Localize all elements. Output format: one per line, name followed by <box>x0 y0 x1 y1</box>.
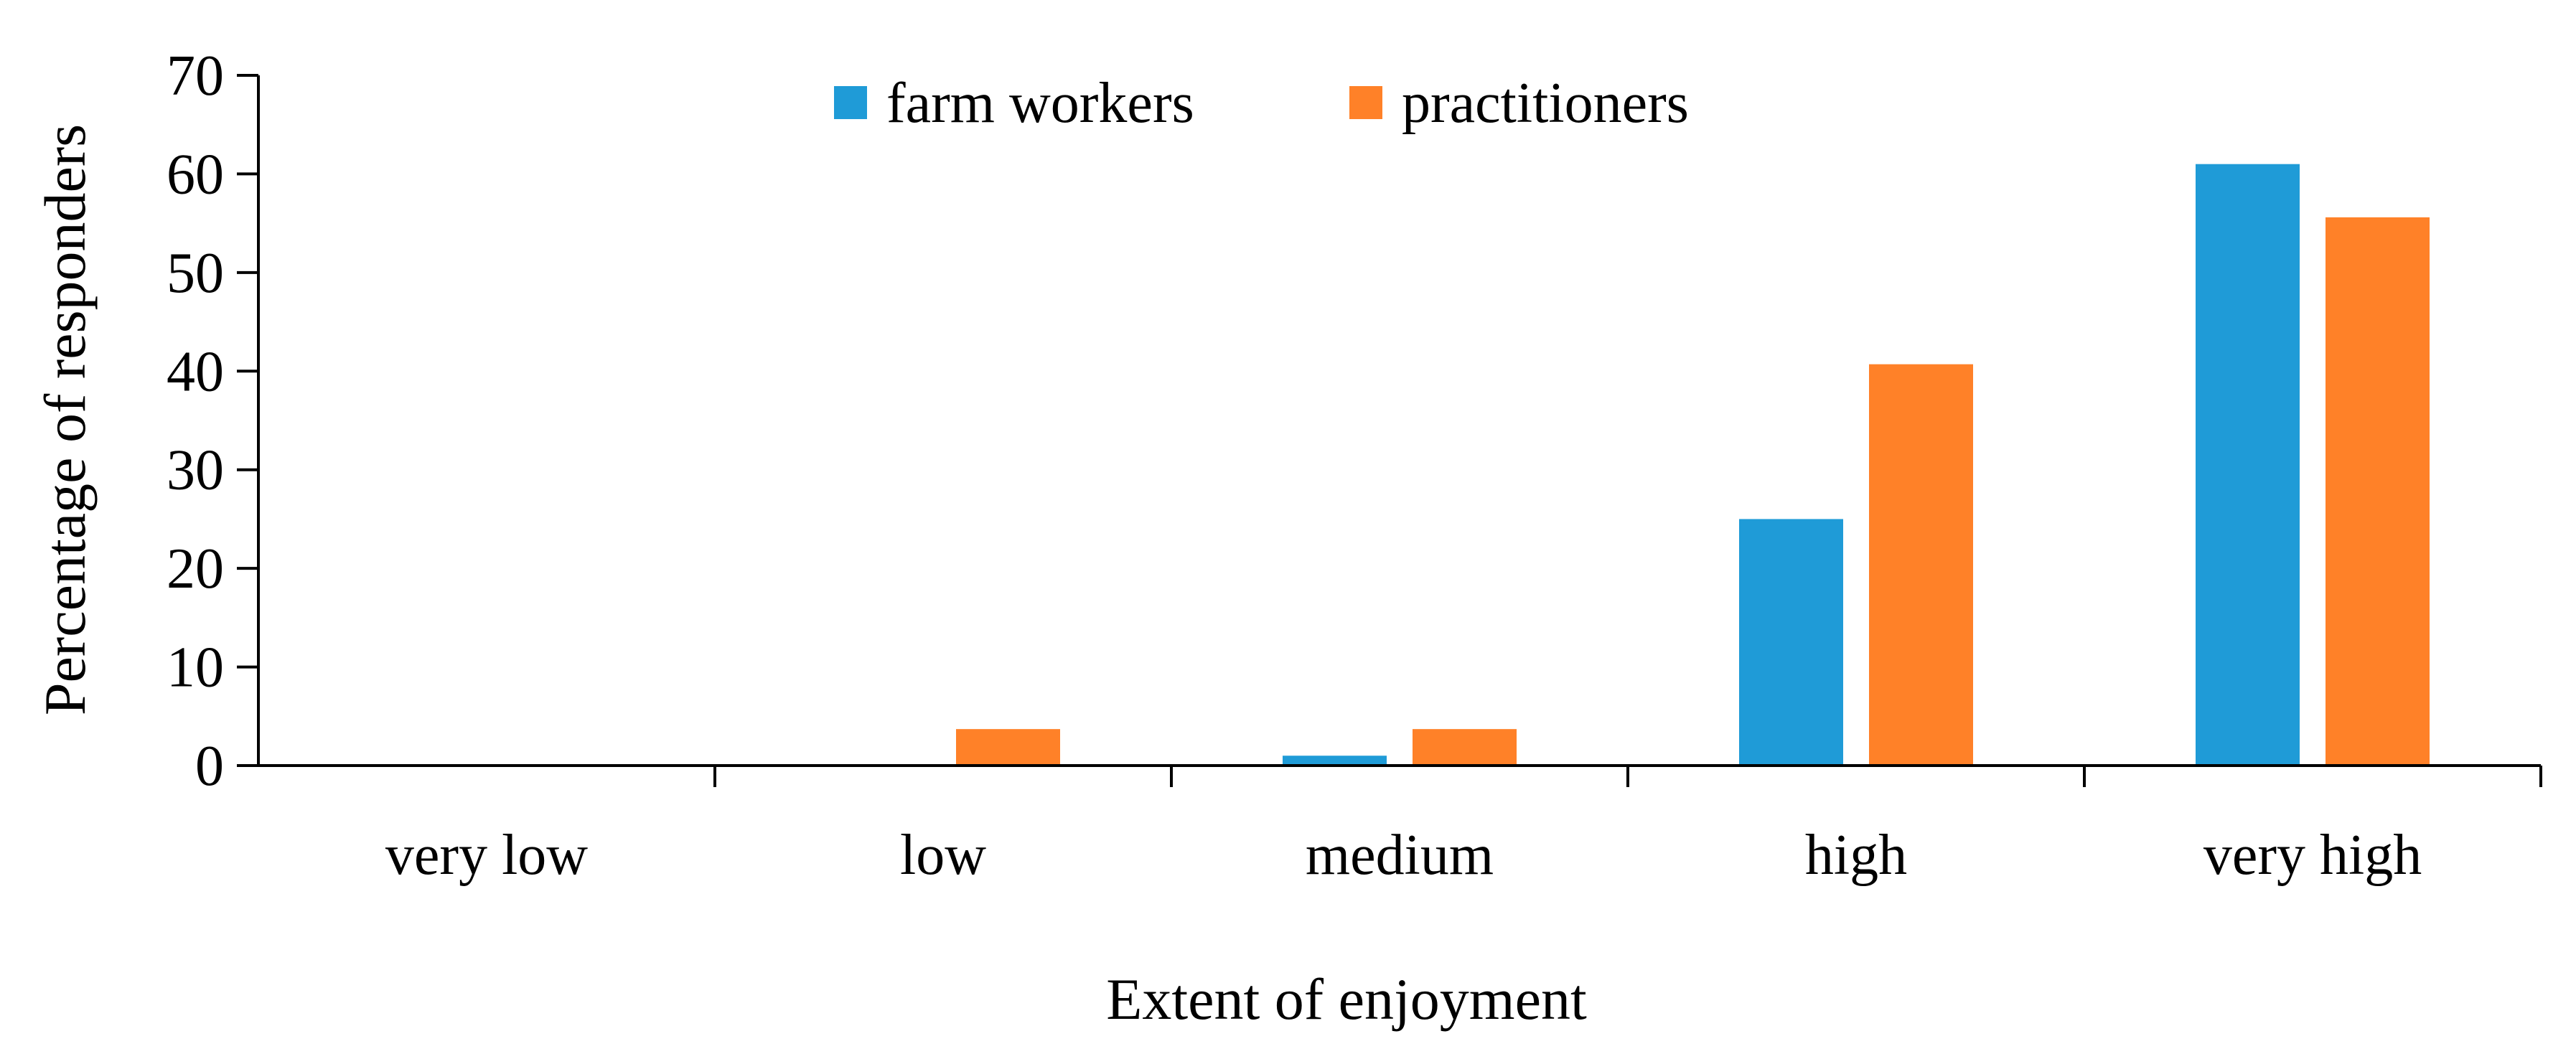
axes-layer <box>237 75 2542 787</box>
category-labels-layer: very low low medium high very high <box>385 824 2422 887</box>
y-ticks-layer: 0 10 20 30 40 50 60 70 <box>167 44 258 798</box>
category-label-low: low <box>900 824 986 887</box>
bar-farm-workers-very-high <box>2196 164 2300 766</box>
x-axis-title: Extent of enjoyment <box>1106 966 1587 1032</box>
legend-swatch-farm-workers <box>834 86 867 119</box>
y-tick-label: 40 <box>167 340 224 403</box>
legend-label-practitioners: practitioners <box>1402 72 1689 135</box>
y-tick-label: 0 <box>195 735 224 798</box>
y-tick-label: 70 <box>167 44 224 108</box>
y-tick-label: 50 <box>167 242 224 305</box>
bar-practitioners-very-high <box>2326 217 2430 766</box>
category-label-high: high <box>1805 824 1907 887</box>
y-tick-label: 30 <box>167 439 224 502</box>
legend-label-farm-workers: farm workers <box>886 72 1194 135</box>
legend-swatch-practitioners <box>1349 86 1382 119</box>
bar-farm-workers-high <box>1739 519 1843 766</box>
category-label-medium: medium <box>1306 824 1494 887</box>
bar-practitioners-high <box>1869 364 1973 766</box>
bar-practitioners-medium <box>1413 729 1517 766</box>
category-label-very-low: very low <box>385 824 588 887</box>
y-tick-label: 60 <box>167 143 224 206</box>
y-tick-label: 20 <box>167 537 224 601</box>
legend: farm workers practitioners <box>834 72 1689 135</box>
y-tick-label: 10 <box>167 636 224 700</box>
bars-layer <box>956 164 2430 766</box>
category-label-very-high: very high <box>2203 824 2422 887</box>
bar-practitioners-low <box>956 729 1060 766</box>
y-axis-title: Percentage of responders <box>32 124 98 715</box>
bar-farm-workers-medium <box>1283 756 1387 766</box>
